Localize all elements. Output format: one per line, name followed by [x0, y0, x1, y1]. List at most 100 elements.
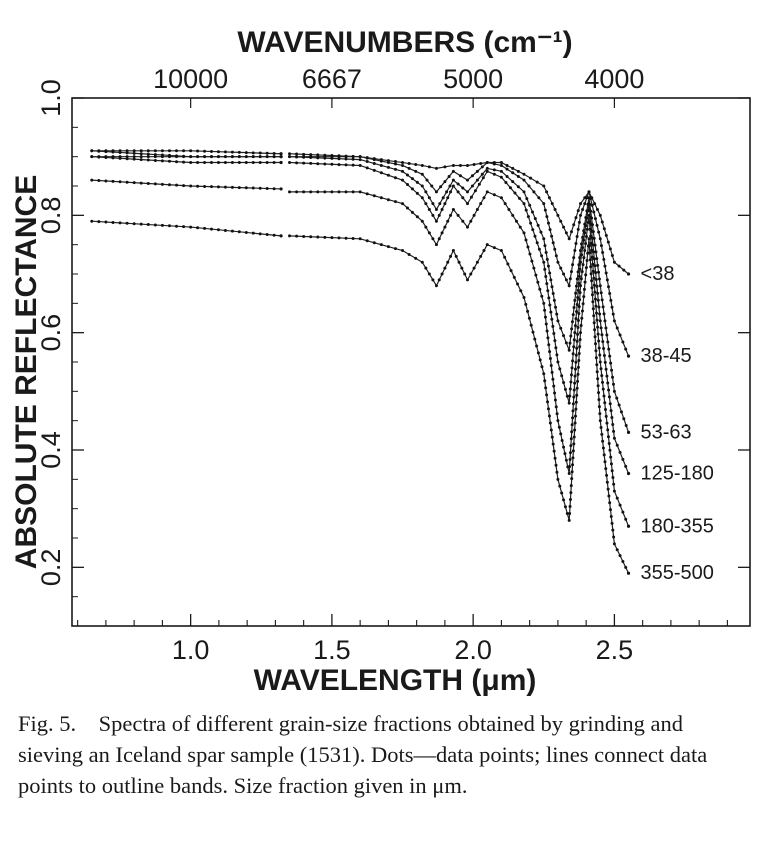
data-point — [526, 309, 530, 313]
data-point — [272, 155, 276, 159]
data-point — [552, 449, 556, 453]
data-point — [585, 227, 589, 231]
data-point — [344, 190, 348, 194]
data-point — [607, 442, 611, 446]
data-point — [506, 262, 510, 266]
data-point — [279, 152, 283, 156]
data-point — [522, 202, 526, 206]
data-point — [577, 312, 581, 316]
data-point — [573, 428, 577, 432]
data-point — [295, 155, 299, 159]
axis-ticks — [72, 97, 750, 626]
data-point — [189, 155, 193, 159]
data-point — [451, 184, 455, 188]
data-point — [196, 155, 200, 159]
data-point — [543, 208, 547, 212]
data-point — [556, 260, 560, 264]
data-point — [358, 190, 362, 194]
data-point — [565, 512, 569, 516]
data-point — [618, 503, 622, 507]
data-point — [189, 184, 193, 188]
data-point — [584, 266, 588, 270]
data-point — [574, 241, 578, 245]
data-point — [251, 231, 255, 235]
data-point — [597, 346, 601, 350]
data-point — [482, 196, 486, 200]
data-point — [546, 407, 550, 411]
data-point — [580, 270, 584, 274]
data-point — [549, 310, 553, 314]
data-point — [302, 161, 306, 165]
data-point — [536, 223, 540, 227]
data-point — [189, 149, 193, 153]
data-point — [547, 414, 551, 418]
data-point — [569, 437, 573, 441]
data-point — [386, 173, 390, 177]
data-point — [132, 222, 136, 226]
data-point — [596, 298, 600, 302]
data-point — [562, 498, 566, 502]
data-point — [569, 334, 573, 338]
data-point — [556, 477, 560, 481]
data-point — [358, 158, 362, 162]
data-point — [485, 190, 489, 194]
data-point — [401, 178, 405, 182]
data-point — [424, 225, 428, 229]
data-point — [565, 394, 569, 398]
data-point — [153, 158, 157, 162]
data-point — [543, 308, 547, 312]
data-point — [288, 190, 292, 194]
data-point — [564, 458, 568, 462]
data-point — [420, 260, 424, 264]
data-point — [574, 284, 578, 288]
data-point — [583, 249, 587, 253]
data-point — [512, 275, 516, 279]
top-tick-label: 5000 — [443, 64, 503, 94]
data-point — [562, 225, 566, 229]
data-point — [574, 291, 578, 295]
data-point — [485, 161, 489, 165]
data-point — [622, 417, 626, 421]
data-point — [582, 295, 586, 299]
data-point — [576, 318, 580, 322]
data-point — [582, 238, 586, 242]
data-point — [125, 155, 129, 159]
data-point — [265, 155, 269, 159]
data-point — [617, 264, 621, 268]
data-point — [599, 244, 603, 248]
data-point — [598, 237, 602, 241]
data-point — [575, 393, 579, 397]
data-point — [562, 381, 566, 385]
data-point — [567, 401, 571, 405]
data-point — [265, 161, 269, 165]
data-point — [351, 237, 355, 241]
data-point — [542, 202, 546, 206]
data-point — [503, 202, 507, 206]
data-point — [547, 296, 551, 300]
data-point — [393, 176, 397, 180]
data-point — [440, 272, 444, 276]
data-point — [230, 150, 234, 154]
data-point — [401, 169, 405, 173]
data-point — [575, 386, 579, 390]
data-point — [558, 484, 562, 488]
data-point — [407, 252, 411, 256]
data-point — [572, 395, 576, 399]
data-point — [601, 305, 605, 309]
data-point — [420, 172, 424, 176]
data-point — [244, 151, 248, 155]
data-point — [386, 165, 390, 169]
data-point — [554, 346, 558, 350]
data-point — [519, 289, 523, 293]
series-line — [289, 161, 630, 474]
data-point — [574, 407, 578, 411]
data-point — [567, 348, 571, 352]
data-point — [499, 163, 503, 167]
data-point — [608, 501, 612, 505]
data-point — [461, 186, 465, 190]
data-point — [600, 298, 604, 302]
data-point — [557, 425, 561, 429]
data-point — [624, 464, 628, 468]
data-point — [153, 155, 157, 159]
data-point — [591, 262, 595, 266]
